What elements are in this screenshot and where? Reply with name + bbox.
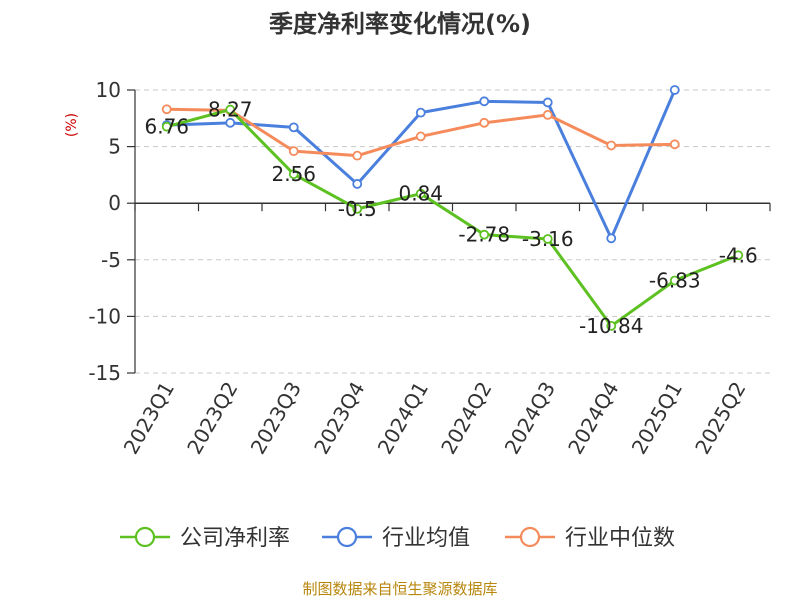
data-point [288, 146, 299, 157]
data-point [415, 107, 426, 118]
data-point [542, 110, 553, 120]
x-tick-label: 2023Q2 [182, 378, 242, 459]
axes [127, 89, 771, 374]
source-note: 制图数据来自恒生聚源数据库 [302, 580, 497, 598]
gridlines [135, 89, 770, 374]
y-tick-labels: 10 5 0 -5 -10 -15 [88, 78, 121, 385]
y-tick-label: 5 [108, 135, 121, 159]
data-point [542, 97, 553, 108]
x-tick-label: 2023Q1 [119, 378, 179, 459]
legend-label: 公司净利率 [180, 526, 290, 551]
y-tick-label: -5 [101, 248, 121, 272]
data-label: -2.78 [458, 223, 510, 247]
data-point [161, 104, 172, 115]
data-point [606, 233, 617, 244]
y-tick-label: 0 [108, 191, 121, 215]
data-label: 6.76 [144, 115, 189, 139]
legend-label: 行业中位数 [565, 526, 675, 551]
x-tick-labels: 2023Q1 2023Q2 2023Q3 2023Q4 2024Q1 2024Q2 2024… [119, 378, 751, 459]
data-label: 8.27 [208, 98, 253, 122]
data-labels: 6.76 8.27 2.56 -0.5 0.84 -2.78 -3.16 -10.84-6.8… [144, 98, 757, 338]
x-tick-label: 2025Q1 [627, 378, 687, 459]
data-point [225, 104, 236, 115]
legend-swatch-marker [519, 526, 541, 548]
data-label: -4.6 [719, 243, 758, 267]
x-tick-label: 2023Q4 [309, 378, 369, 459]
data-point [479, 229, 490, 240]
x-tick-label: 2024Q1 [373, 378, 433, 459]
legend-swatch-marker [134, 526, 156, 548]
data-point [352, 179, 363, 189]
data-point [669, 139, 680, 150]
data-label: 0.84 [398, 182, 443, 206]
x-tick-label: 2024Q4 [563, 378, 623, 459]
data-point [352, 150, 363, 161]
y-tick-label: 10 [96, 78, 121, 102]
x-tick-label: 2024Q2 [436, 378, 496, 459]
legend-swatch-marker [336, 526, 358, 548]
data-label: -10.84 [579, 314, 643, 338]
data-point [669, 275, 680, 286]
y-tick-label: -15 [88, 361, 121, 385]
data-point [542, 234, 553, 244]
x-tick-label: 2023Q3 [246, 378, 306, 459]
data-point [288, 122, 299, 133]
x-tick-label: 2025Q2 [690, 378, 750, 459]
data-point [288, 169, 299, 180]
series-points [161, 85, 744, 331]
data-point [733, 250, 744, 261]
data-point [415, 131, 426, 142]
data-point [161, 121, 172, 132]
data-point [669, 85, 680, 95]
x-tick-label: 2024Q3 [500, 378, 560, 459]
data-point [606, 321, 617, 331]
series-line-0 [166, 108, 739, 328]
data-label: 2.56 [271, 162, 316, 186]
y-tick-label: -10 [88, 304, 121, 328]
data-point [479, 117, 490, 128]
y-axis-label: (%) [64, 113, 80, 137]
data-point [606, 140, 617, 151]
legend: 公司净利率 行业均值 行业中位数 [120, 526, 675, 551]
data-point [415, 188, 426, 199]
legend-label: 行业均值 [382, 526, 470, 551]
data-label: -6.83 [649, 269, 701, 293]
chart-title: 季度净利率变化情况(%) [269, 10, 531, 38]
data-point [225, 117, 236, 128]
data-label: -0.5 [338, 197, 377, 221]
data-point [479, 96, 490, 107]
data-point [352, 203, 363, 214]
data-label: -3.16 [522, 227, 574, 251]
